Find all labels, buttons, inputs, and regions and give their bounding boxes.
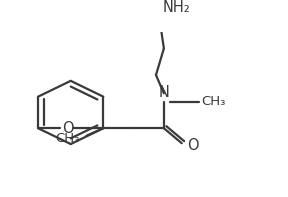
Text: CH₃: CH₃ (55, 132, 79, 145)
Text: NH₂: NH₂ (163, 0, 191, 15)
Text: O: O (187, 138, 198, 153)
Text: N: N (158, 85, 169, 100)
Text: O: O (62, 121, 73, 136)
Text: CH₃: CH₃ (202, 95, 226, 108)
